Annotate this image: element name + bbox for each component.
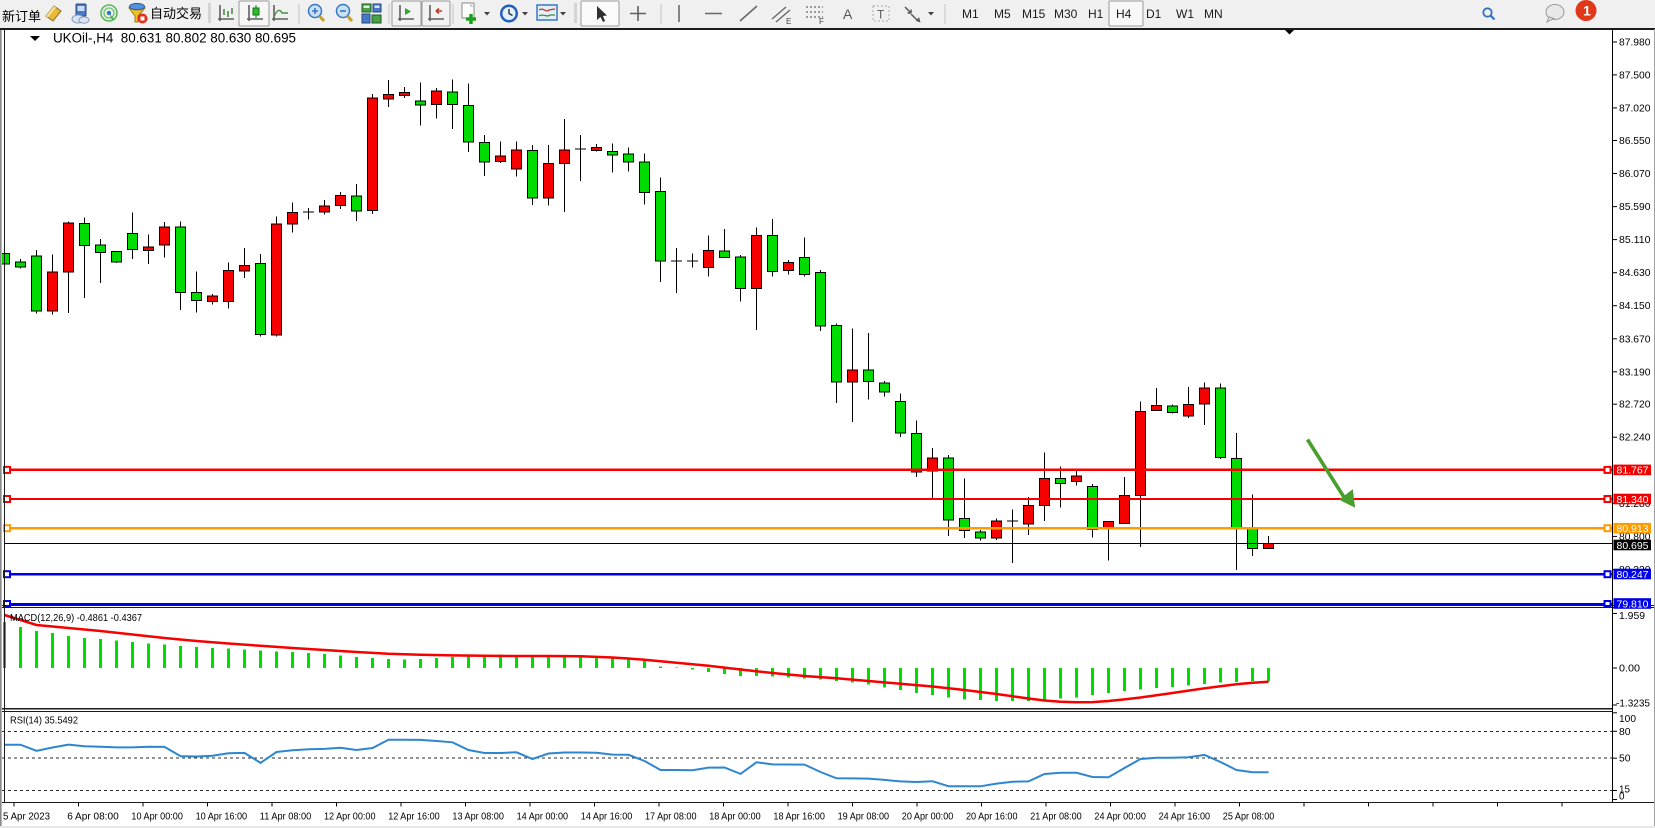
svg-text:5 Apr 2023: 5 Apr 2023 xyxy=(3,811,50,823)
svg-text:10 Apr 16:00: 10 Apr 16:00 xyxy=(196,811,248,823)
svg-text:14 Apr 00:00: 14 Apr 00:00 xyxy=(517,811,569,823)
svg-text:E: E xyxy=(786,17,791,26)
svg-text:87.020: 87.020 xyxy=(1619,102,1651,114)
svg-text:80.913: 80.913 xyxy=(1617,523,1649,535)
svg-text:83.670: 83.670 xyxy=(1619,333,1651,345)
svg-text:84.630: 84.630 xyxy=(1619,267,1651,279)
svg-text:RSI(14) 35.5492: RSI(14) 35.5492 xyxy=(10,715,78,727)
svg-text:20 Apr 00:00: 20 Apr 00:00 xyxy=(902,811,954,823)
svg-text:MACD(12,26,9) -0.4861 -0.4367: MACD(12,26,9) -0.4861 -0.4367 xyxy=(10,612,142,624)
svg-text:87.980: 87.980 xyxy=(1619,37,1651,49)
svg-text:83.190: 83.190 xyxy=(1619,366,1651,378)
svg-text:13 Apr 08:00: 13 Apr 08:00 xyxy=(452,811,504,823)
svg-text:12 Apr 00:00: 12 Apr 00:00 xyxy=(324,811,376,823)
svg-text:80: 80 xyxy=(1619,726,1631,738)
svg-text:87.500: 87.500 xyxy=(1619,69,1651,81)
svg-text:25 Apr 08:00: 25 Apr 08:00 xyxy=(1223,811,1275,823)
svg-text:UKOil-,H4 80.631 80.802 80.63: UKOil-,H4 80.631 80.802 80.630 80.695 xyxy=(53,31,296,46)
svg-text:A: A xyxy=(843,6,853,22)
svg-text:80.247: 80.247 xyxy=(1617,569,1649,581)
svg-text:M30: M30 xyxy=(1054,7,1078,21)
svg-text:24 Apr 00:00: 24 Apr 00:00 xyxy=(1094,811,1146,823)
svg-text:MN: MN xyxy=(1204,7,1223,21)
svg-text:85.590: 85.590 xyxy=(1619,201,1651,213)
svg-text:1.959: 1.959 xyxy=(1619,610,1645,622)
svg-text:0: 0 xyxy=(1619,791,1625,803)
svg-text:86.070: 86.070 xyxy=(1619,168,1651,180)
svg-text:86.550: 86.550 xyxy=(1619,135,1651,147)
svg-text:1: 1 xyxy=(1583,3,1591,19)
svg-text:82.720: 82.720 xyxy=(1619,399,1651,411)
svg-text:M15: M15 xyxy=(1022,7,1046,21)
svg-text:11 Apr 08:00: 11 Apr 08:00 xyxy=(260,811,312,823)
svg-text:-1.3235: -1.3235 xyxy=(1616,698,1650,710)
svg-text:12 Apr 16:00: 12 Apr 16:00 xyxy=(388,811,440,823)
svg-text:100: 100 xyxy=(1619,713,1636,725)
svg-text:21 Apr 08:00: 21 Apr 08:00 xyxy=(1030,811,1082,823)
svg-text:24 Apr 16:00: 24 Apr 16:00 xyxy=(1159,811,1211,823)
svg-text:W1: W1 xyxy=(1176,7,1194,21)
svg-text:79.810: 79.810 xyxy=(1617,598,1649,610)
svg-text:T: T xyxy=(877,8,885,22)
svg-text:6 Apr 08:00: 6 Apr 08:00 xyxy=(67,811,119,823)
svg-text:19 Apr 08:00: 19 Apr 08:00 xyxy=(838,811,890,823)
svg-text:50: 50 xyxy=(1619,753,1631,765)
svg-text:81.340: 81.340 xyxy=(1617,494,1649,506)
svg-text:18 Apr 16:00: 18 Apr 16:00 xyxy=(773,811,825,823)
svg-text:82.240: 82.240 xyxy=(1619,432,1651,444)
svg-text:85.110: 85.110 xyxy=(1619,234,1651,246)
svg-text:M5: M5 xyxy=(994,7,1011,21)
svg-text:17 Apr 08:00: 17 Apr 08:00 xyxy=(645,811,697,823)
svg-text:20 Apr 16:00: 20 Apr 16:00 xyxy=(966,811,1018,823)
svg-text:自动交易: 自动交易 xyxy=(150,6,202,21)
svg-text:0.00: 0.00 xyxy=(1619,663,1640,675)
svg-text:H4: H4 xyxy=(1116,7,1132,21)
svg-text:M1: M1 xyxy=(962,7,979,21)
svg-text:15: 15 xyxy=(1619,783,1630,795)
svg-text:F: F xyxy=(819,17,824,26)
svg-text:H1: H1 xyxy=(1088,7,1104,21)
svg-text:81.767: 81.767 xyxy=(1617,465,1649,477)
svg-text:80.695: 80.695 xyxy=(1617,540,1649,552)
svg-text:14 Apr 16:00: 14 Apr 16:00 xyxy=(581,811,633,823)
svg-text:D1: D1 xyxy=(1146,7,1162,21)
svg-text:18 Apr 00:00: 18 Apr 00:00 xyxy=(709,811,761,823)
svg-text:84.150: 84.150 xyxy=(1619,300,1651,312)
svg-text:10 Apr 00:00: 10 Apr 00:00 xyxy=(131,811,183,823)
